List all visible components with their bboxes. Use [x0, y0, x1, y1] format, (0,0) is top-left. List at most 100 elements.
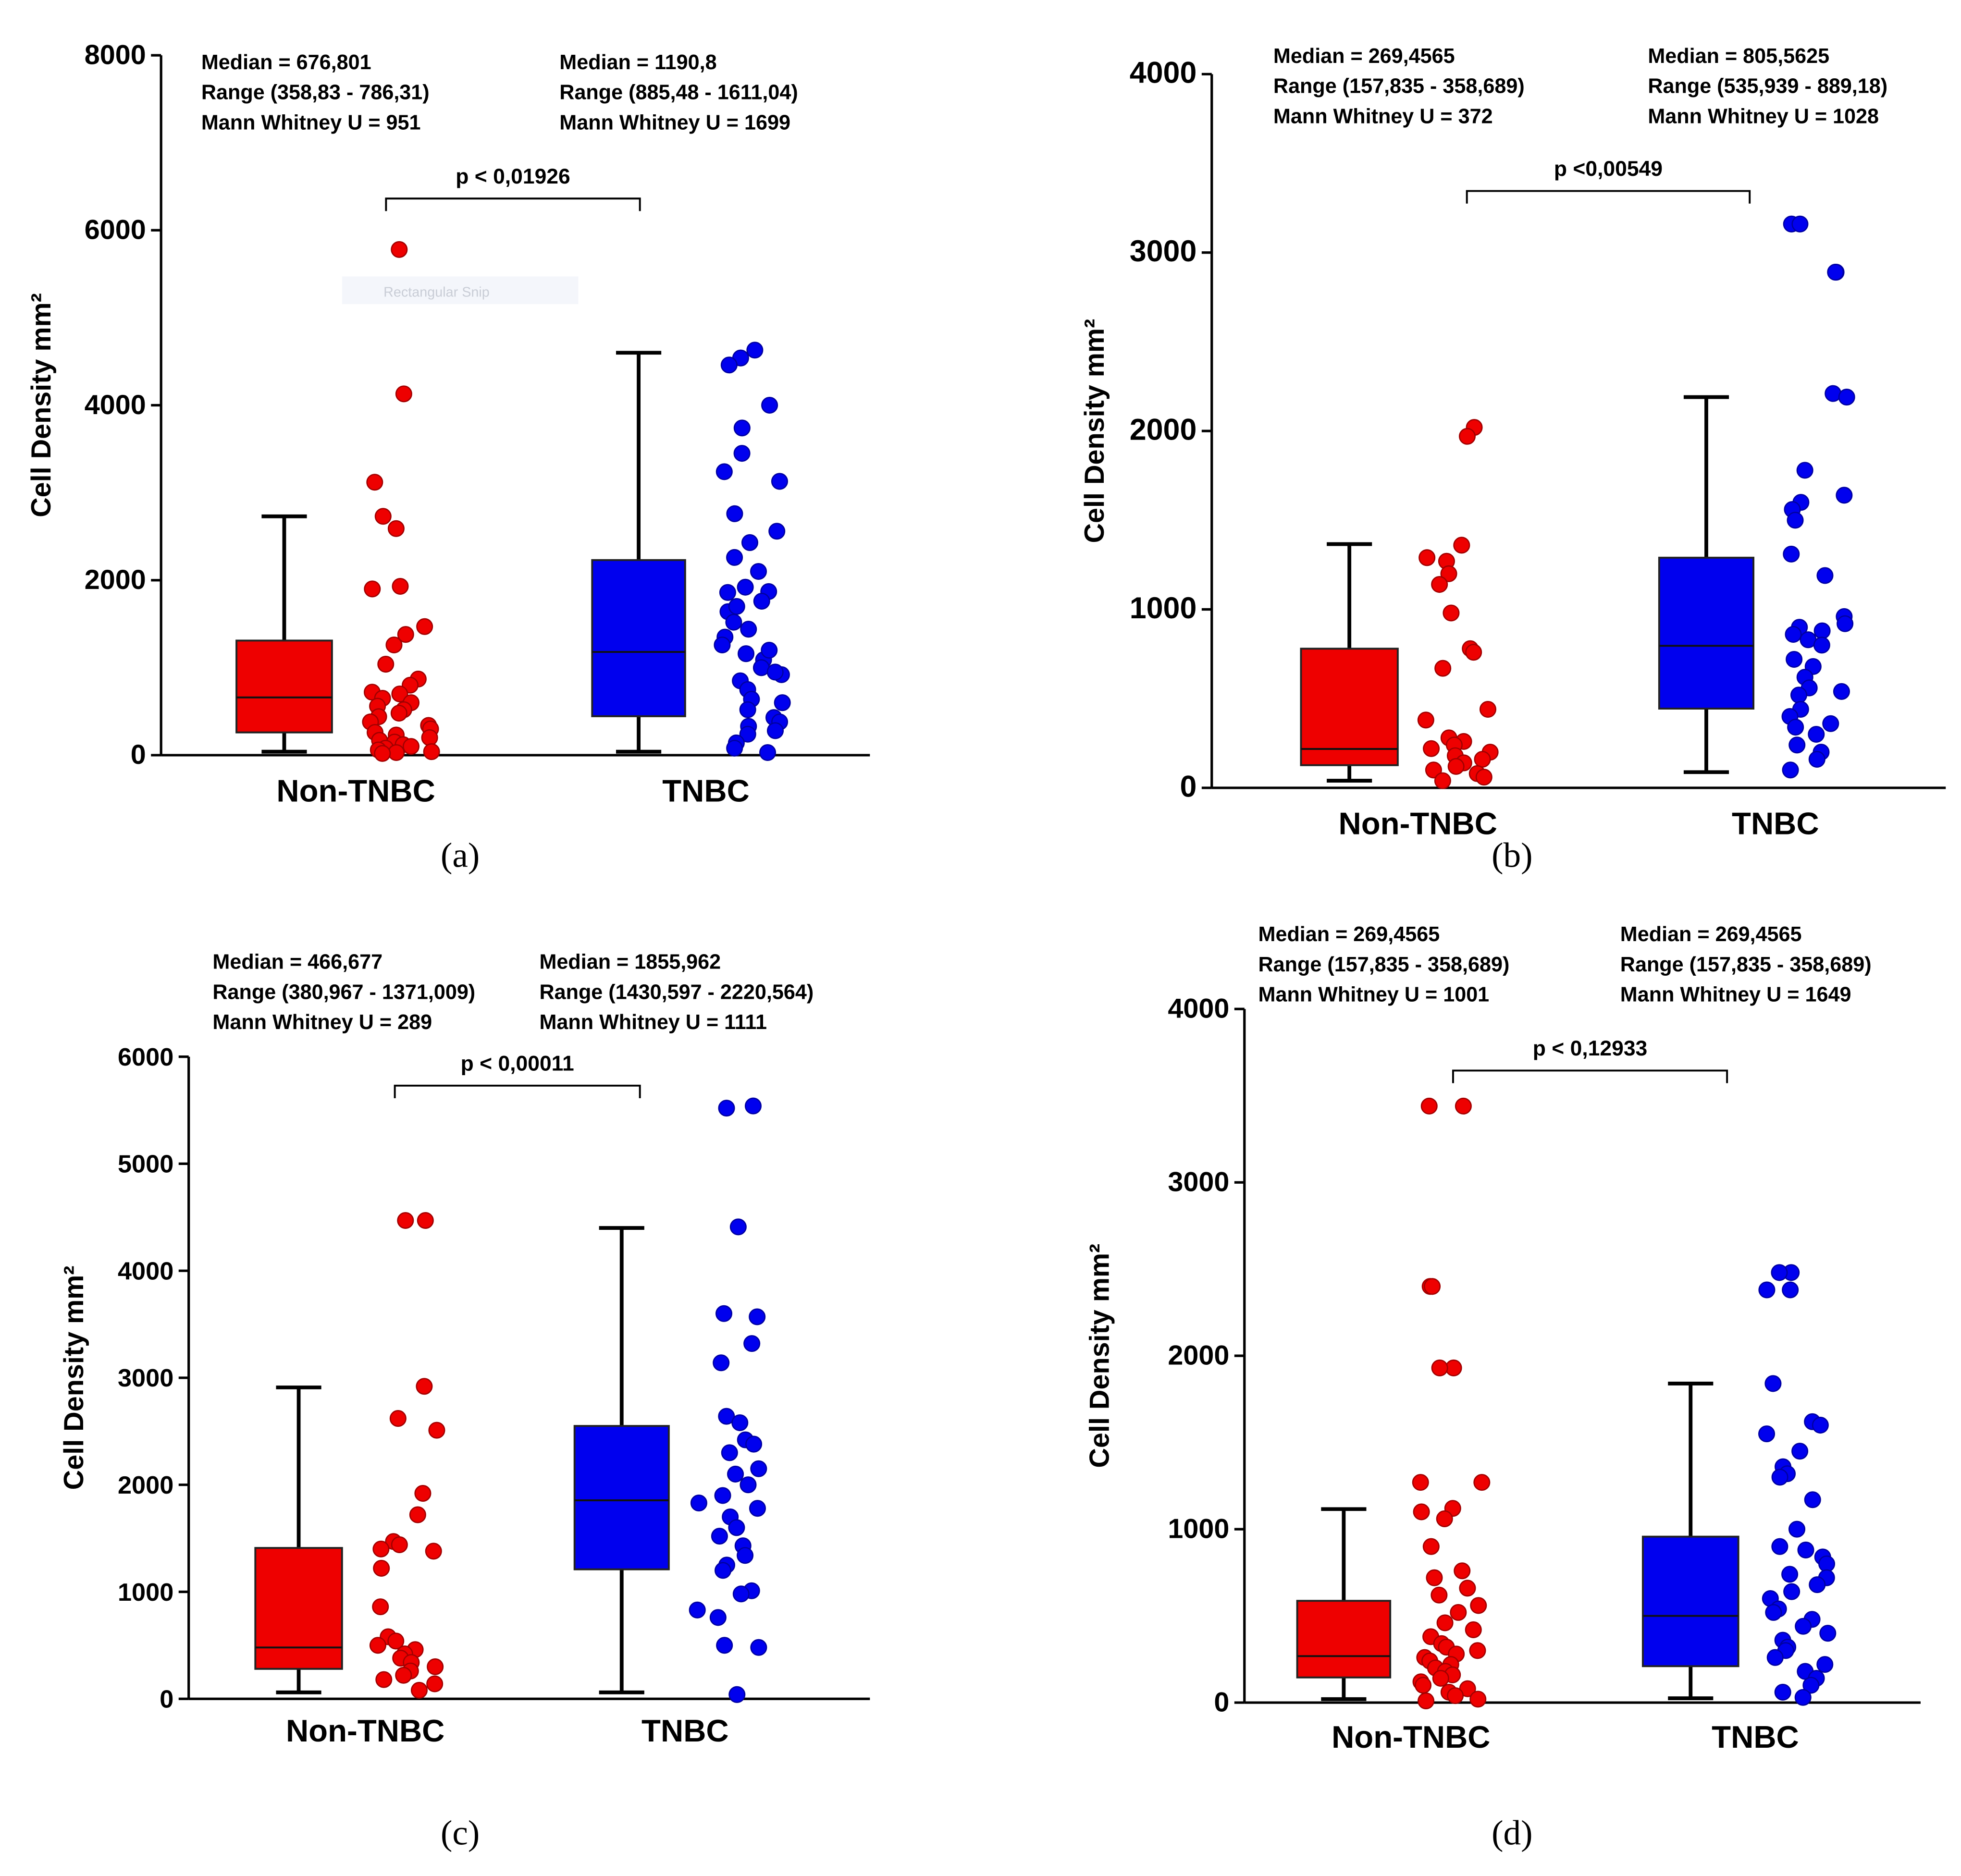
- y-tick-label: 6000: [85, 215, 146, 245]
- data-point: [1795, 1618, 1812, 1635]
- y-tick-label: 2000: [1130, 413, 1197, 446]
- data-point: [1816, 1656, 1834, 1673]
- data-point: [369, 1637, 386, 1654]
- x-category-label: TNBC: [1712, 1719, 1799, 1754]
- data-point: [1787, 512, 1804, 529]
- data-point: [1431, 1586, 1448, 1604]
- data-point: [728, 598, 745, 615]
- data-point: [1758, 1281, 1776, 1299]
- data-point: [750, 563, 767, 580]
- data-point: [1782, 1281, 1799, 1299]
- data-point: [1796, 462, 1813, 479]
- chart-panel-b: 0 1000 2000 3000 4000 Cell Density mm² Non-TNB…: [1079, 45, 1946, 875]
- data-point: [1455, 1097, 1472, 1115]
- y-tick-label: 6000: [118, 1043, 173, 1071]
- data-point: [1469, 1642, 1486, 1659]
- stats-text: Median = 1855,962: [539, 951, 721, 974]
- data-point: [1766, 1649, 1784, 1666]
- data-point: [771, 473, 788, 490]
- data-point: [737, 1547, 754, 1564]
- data-point: [719, 584, 736, 601]
- data-point: [416, 618, 433, 635]
- x-category-label: Non-TNBC: [1338, 806, 1497, 841]
- data-point: [1450, 1604, 1467, 1621]
- data-point: [1781, 1566, 1799, 1583]
- y-tick-label: 2000: [1168, 1340, 1229, 1371]
- data-point: [395, 385, 412, 403]
- data-point: [390, 705, 407, 722]
- data-point: [752, 659, 770, 676]
- data-point: [1813, 637, 1830, 654]
- data-point: [1445, 1359, 1462, 1376]
- stats-text: Mann Whitney U = 1699: [559, 111, 790, 134]
- data-point: [766, 722, 784, 739]
- stats-text: Range (885,48 - 1611,04): [559, 81, 798, 104]
- data-point: [726, 505, 743, 522]
- group-tnbc: [591, 342, 791, 761]
- data-point: [768, 523, 786, 540]
- data-point: [753, 592, 770, 610]
- data-point: [1475, 769, 1492, 786]
- box-iqr: [254, 1547, 343, 1670]
- x-category-label: TNBC: [1732, 806, 1819, 841]
- data-point: [713, 1354, 730, 1372]
- data-point: [1790, 687, 1808, 704]
- data-point: [1822, 715, 1839, 732]
- stats-text: Mann Whitney U = 1001: [1258, 983, 1490, 1006]
- data-point: [718, 1100, 735, 1117]
- p-value-label: p <0,00549: [1554, 157, 1663, 181]
- stats-text: Median = 805,5625: [1648, 45, 1829, 68]
- data-point: [718, 1408, 735, 1425]
- stats-text: Range (157,835 - 358,689): [1273, 75, 1525, 98]
- watermark-text: Rectangular Snip: [383, 284, 490, 300]
- panel-label: (a): [441, 836, 480, 875]
- data-point: [715, 463, 733, 480]
- data-point: [1791, 1443, 1809, 1460]
- data-point: [738, 645, 755, 662]
- x-category-label: TNBC: [662, 773, 750, 809]
- y-tick-label: 0: [160, 1686, 173, 1714]
- data-point: [1431, 576, 1448, 593]
- stats-text: Range (1430,597 - 2220,564): [539, 981, 814, 1004]
- data-point: [1431, 1359, 1448, 1376]
- data-point: [728, 1519, 745, 1536]
- data-point: [1825, 385, 1842, 402]
- group-non-tnbc: [254, 1212, 445, 1699]
- data-point: [1454, 1562, 1471, 1580]
- data-point: [745, 1435, 763, 1453]
- data-point: [1791, 215, 1809, 233]
- data-point: [1420, 1097, 1438, 1115]
- data-point: [1788, 736, 1806, 754]
- y-tick-label: 8000: [85, 39, 146, 70]
- data-point: [387, 1632, 405, 1650]
- data-point: [1443, 604, 1460, 622]
- stats-text: Median = 1190,8: [559, 51, 716, 74]
- box-iqr: [591, 559, 686, 717]
- data-point: [1436, 1614, 1454, 1631]
- data-point: [750, 1460, 767, 1477]
- data-point: [749, 1500, 766, 1517]
- y-tick-label: 0: [1180, 770, 1196, 803]
- y-axis-label: Cell Density mm²: [1079, 319, 1110, 543]
- data-point: [721, 1444, 738, 1461]
- data-point: [389, 1410, 407, 1427]
- box-iqr: [573, 1425, 670, 1570]
- data-point: [749, 1308, 766, 1325]
- data-point: [1436, 1510, 1453, 1527]
- data-point: [421, 729, 438, 747]
- data-point: [1802, 1677, 1820, 1694]
- group-tnbc: [573, 1097, 767, 1703]
- data-point: [726, 549, 743, 566]
- stats-text: Median = 269,4565: [1273, 45, 1455, 68]
- data-point: [737, 578, 754, 596]
- data-point: [1473, 1474, 1491, 1491]
- stats-text: Mann Whitney U = 1028: [1648, 105, 1879, 128]
- data-point: [740, 621, 757, 638]
- significance-bracket: [1466, 190, 1751, 204]
- data-point: [392, 577, 409, 595]
- data-point: [1440, 565, 1457, 582]
- stats-text: Mann Whitney U = 951: [201, 111, 421, 134]
- p-value-label: p < 0,12933: [1533, 1037, 1648, 1060]
- y-tick-label: 4000: [85, 390, 146, 420]
- data-point: [1418, 1692, 1435, 1709]
